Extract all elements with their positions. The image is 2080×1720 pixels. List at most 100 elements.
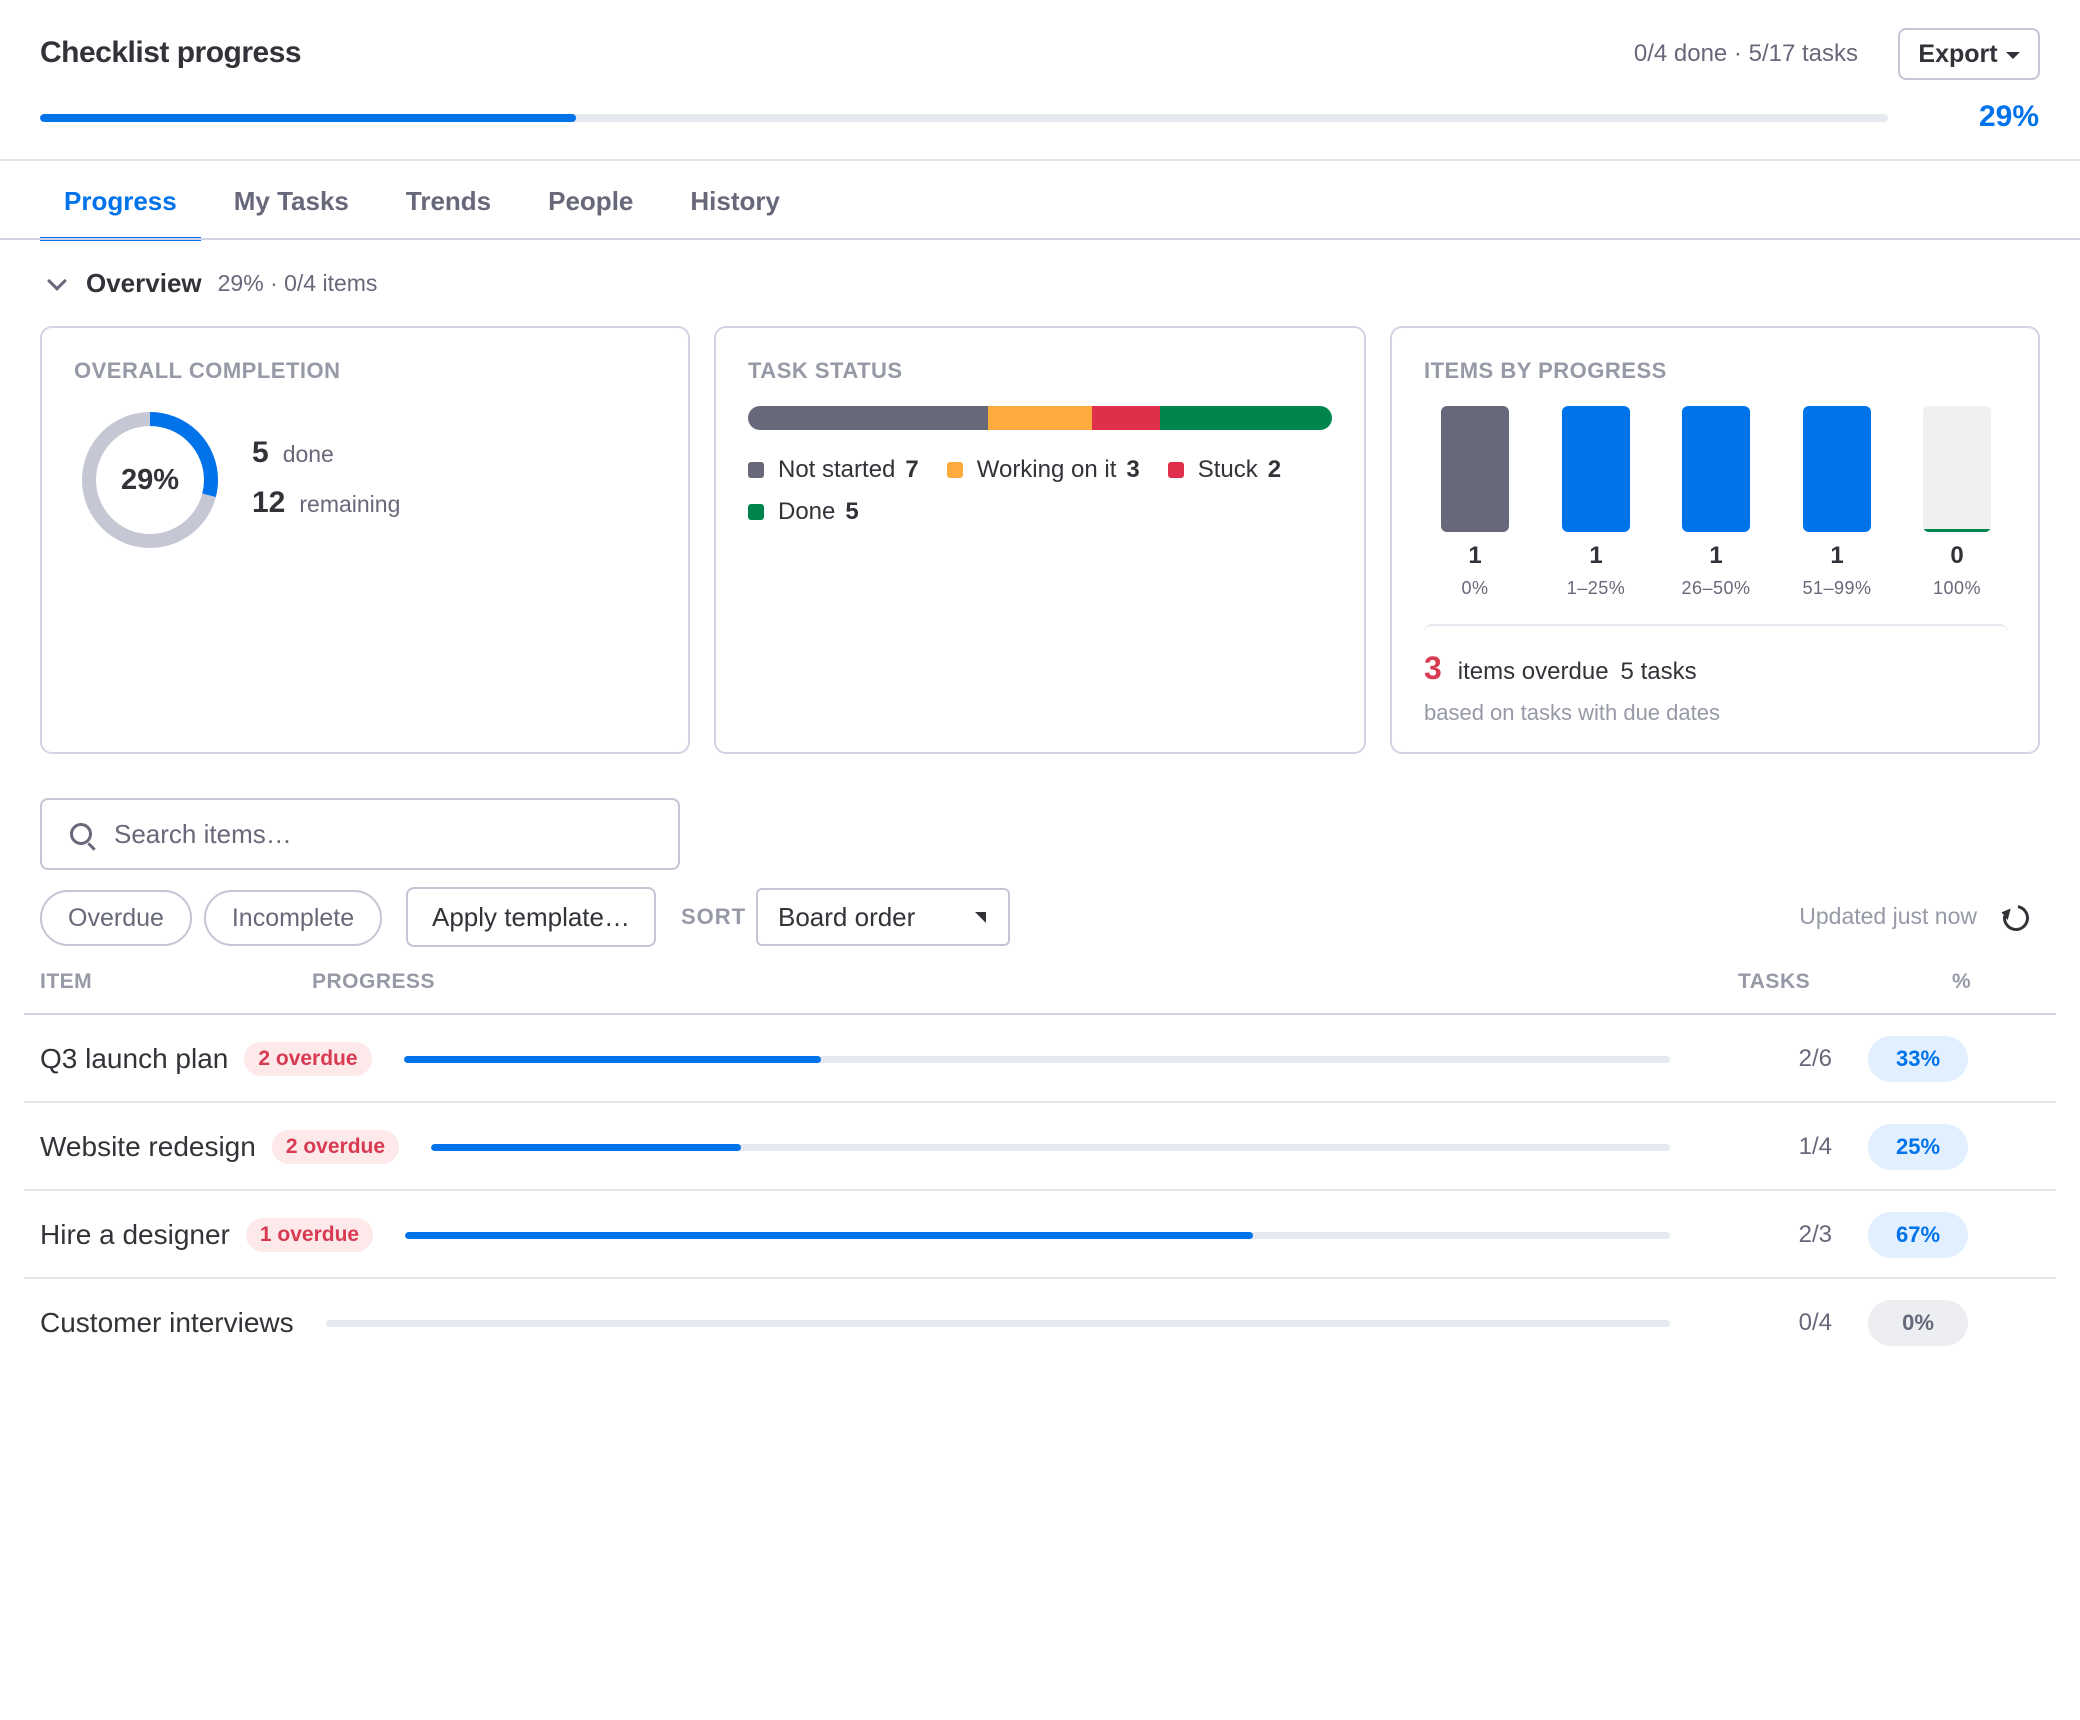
row-main: Hire a designer 1 overdue: [40, 1191, 1670, 1279]
done-stat: 5 done: [252, 436, 334, 470]
legend-item-not-started: Not started 7: [748, 456, 919, 484]
refresh-icon[interactable]: [1997, 899, 2035, 937]
legend-count: 7: [905, 456, 919, 483]
tab-trends[interactable]: Trends: [405, 185, 492, 216]
remaining-label: remaining: [299, 491, 401, 517]
export-label: Export: [1918, 39, 1998, 68]
bucket-bar-fill: [1441, 406, 1509, 532]
legend-item-stuck: Stuck 2: [1167, 456, 1281, 484]
bucket-bar-fill: [1682, 406, 1750, 532]
legend-swatch: [748, 462, 764, 478]
updated-status: Updated just now: [1799, 903, 1977, 929]
legend-label: Not started: [778, 456, 896, 483]
legend-count: 5: [845, 498, 859, 525]
overview-toggle[interactable]: Overview 29% · 0/4 items: [44, 268, 377, 299]
donut-arc: [82, 412, 218, 548]
item-percent: 33%: [1868, 1036, 1968, 1082]
row-main: Q3 launch plan 2 overdue: [40, 1015, 1670, 1103]
progress-summary: 0/4 done · 5/17 tasks: [1633, 40, 1858, 67]
task-status-card: TASK STATUS Not started 7 Working on it …: [714, 326, 1366, 754]
table-header-divider: [24, 1013, 2056, 1015]
done-label: done: [282, 441, 334, 467]
dropdown-caret-icon: [975, 912, 986, 923]
item-percent: 25%: [1868, 1124, 1968, 1170]
bucket-label: 26–50%: [1681, 578, 1751, 598]
item-tasks: 2/3: [1798, 1221, 1832, 1248]
remaining-stat: 12 remaining: [252, 486, 400, 520]
row-main: Customer interviews: [40, 1279, 1670, 1367]
filter-chip-overdue[interactable]: Overdue: [40, 890, 192, 946]
bucket-bar: [1682, 406, 1750, 532]
overdue-note: based on tasks with due dates: [1424, 700, 1720, 725]
card-divider: [1424, 624, 2008, 632]
status-segment-not-started: [748, 406, 989, 430]
legend-swatch: [748, 504, 764, 520]
donut-percent: 29%: [120, 463, 180, 496]
items-by-progress-card: ITEMS BY PROGRESS 1 0% 1 1–25% 1 26–50% …: [1390, 326, 2040, 754]
table-row[interactable]: Hire a designer 1 overdue 2/3 67%: [24, 1191, 2056, 1279]
overdue-badge: 2 overdue: [271, 1130, 400, 1164]
bucket-count: 1: [1468, 542, 1482, 569]
item-tasks: 0/4: [1798, 1309, 1832, 1336]
overall-progress-fill: [40, 114, 576, 122]
remaining-count: 12: [252, 486, 286, 519]
bucket-label: 51–99%: [1802, 578, 1872, 598]
bucket-count: 1: [1589, 542, 1603, 569]
search-icon: [70, 823, 92, 845]
tab-people[interactable]: People: [548, 185, 634, 216]
item-progress-bar: [431, 1143, 1670, 1151]
table-row[interactable]: Q3 launch plan 2 overdue 2/6 33%: [24, 1015, 2056, 1103]
header: Checklist progress 0/4 done · 5/17 tasks…: [0, 0, 2080, 161]
page-title: Checklist progress: [40, 36, 302, 69]
search-input[interactable]: [114, 818, 654, 850]
completion-donut: [82, 412, 218, 548]
overdue-badge: 1 overdue: [245, 1218, 374, 1252]
apply-template-button[interactable]: Apply template…: [406, 887, 656, 947]
table-row[interactable]: Customer interviews 0/4 0%: [24, 1279, 2056, 1367]
status-segment-stuck: [1091, 406, 1161, 430]
item-percent: 0%: [1868, 1300, 1968, 1346]
bucket-label: 100%: [1932, 578, 1982, 598]
bucket-label: 0%: [1461, 578, 1489, 598]
legend-count: 3: [1126, 456, 1140, 483]
sort-label: SORT: [681, 904, 747, 929]
overview-label: Overview: [86, 268, 202, 298]
bucket-bar: [1441, 406, 1509, 532]
task-status-bar: [748, 406, 1332, 430]
legend-swatch: [946, 462, 963, 478]
bucket-bar-fill: [1803, 406, 1871, 532]
bucket-bar: [1803, 406, 1871, 532]
bucket-count: 1: [1830, 542, 1844, 569]
bucket-count: 0: [1950, 542, 1964, 569]
export-button[interactable]: Export: [1898, 28, 2040, 80]
legend-label: Working on it: [976, 456, 1117, 483]
chevron-down-icon: [2005, 52, 2020, 59]
card-title: OVERALL COMPLETION: [74, 358, 341, 383]
progress-buckets-chart: 1 0% 1 1–25% 1 26–50% 1 51–99% 0 100%: [1424, 406, 2024, 616]
column-header-tasks: TASKS: [1738, 970, 1811, 993]
tab-history[interactable]: History: [690, 185, 780, 216]
bucket-bar: [1923, 406, 1991, 532]
column-header-progress: PROGRESS: [312, 970, 436, 993]
overall-progress-percent: 29%: [1978, 100, 2039, 133]
done-count: 5: [252, 436, 269, 469]
overdue-summary: 3 items overdue 5 tasks: [1424, 650, 1697, 687]
overdue-badge: 2 overdue: [244, 1042, 372, 1076]
item-tasks: 2/6: [1798, 1045, 1832, 1072]
legend-swatch: [1167, 462, 1184, 478]
overdue-label: items overdue: [1457, 658, 1609, 685]
card-title: ITEMS BY PROGRESS: [1424, 358, 1667, 383]
tab-progress[interactable]: Progress: [40, 162, 201, 241]
bucket-bar: [1562, 406, 1630, 532]
sort-select[interactable]: Board order: [756, 888, 1010, 946]
search-box: [40, 798, 680, 870]
sort-value: Board order: [778, 901, 916, 932]
filter-chip-incomplete[interactable]: Incomplete: [204, 890, 382, 946]
table-row[interactable]: Website redesign 2 overdue 1/4 25%: [24, 1103, 2056, 1191]
legend-item-done: Done 5: [748, 498, 859, 526]
tab-my-tasks[interactable]: My Tasks: [233, 185, 349, 216]
status-segment-working: [988, 406, 1092, 430]
item-progress-bar: [325, 1319, 1670, 1327]
column-header-item: ITEM: [40, 970, 93, 993]
bucket-bar-fill: [1562, 406, 1630, 532]
